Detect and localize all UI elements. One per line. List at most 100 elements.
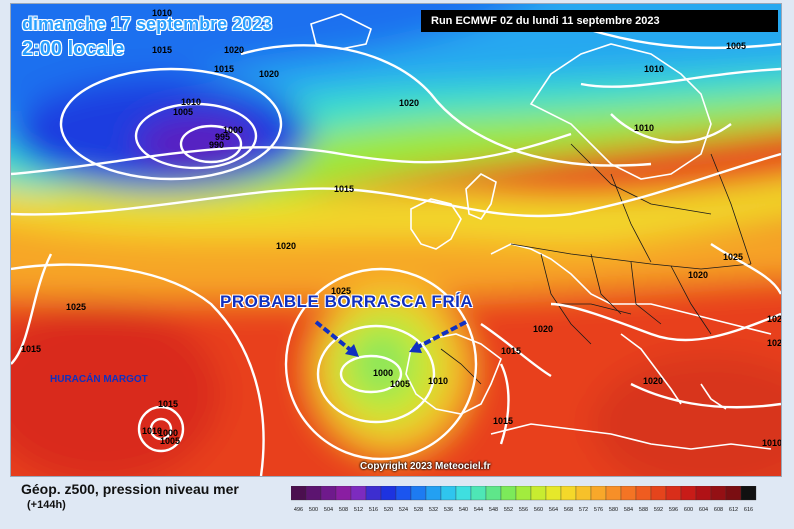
isobar-label: 1020 [688,270,708,280]
model-run-banner: Run ECMWF 0Z du lundi 11 septembre 2023 [421,10,778,32]
legend-swatch [650,486,667,501]
legend-value: 512 [354,507,363,513]
isobar-label: 1005 [726,41,746,51]
legend-swatch [425,486,442,501]
isobar-label: 1025 [331,286,351,296]
legend-swatch [515,486,532,501]
legend-value: 572 [579,507,588,513]
isobar-label: 1015 [158,399,178,409]
legend-value: 508 [339,507,348,513]
legend-swatch [605,486,622,501]
legend-swatch [710,486,727,501]
isobar-label: 1005 [390,379,410,389]
forecast-time: 2:00 locale [22,38,125,60]
legend-swatch [665,486,682,501]
isobar-label: 1015 [493,416,513,426]
isobars [11,22,781,476]
legend-swatch [485,486,502,501]
legend-value: 504 [324,507,333,513]
copyright-text: Copyright 2023 Meteociel.fr [360,461,491,472]
legend-value: 584 [624,507,633,513]
legend-value: 580 [609,507,618,513]
legend-value: 528 [414,507,423,513]
isobar-label: 1020 [276,241,296,251]
legend-swatch [380,486,397,501]
legend-swatch [740,486,757,501]
legend-swatch [320,486,337,501]
isobar-label: 1015 [21,344,41,354]
isobar-label: 1015 [334,184,354,194]
legend-value: 560 [534,507,543,513]
legend-swatch [590,486,607,501]
legend-value: 600 [684,507,693,513]
legend-value: 556 [519,507,528,513]
hurricane-label: HURACÁN MARGOT [50,374,148,385]
legend-value: 604 [699,507,708,513]
legend-swatch [350,486,367,501]
isobar-label: 1000 [223,125,243,135]
legend-value: 536 [444,507,453,513]
legend-swatch [440,486,457,501]
legend-swatch [410,486,427,501]
legend-value: 564 [549,507,558,513]
geopotential-field [11,4,781,476]
isobar-label: 1020 [767,338,781,348]
legend-value: 520 [384,507,393,513]
legend-swatch [305,486,322,501]
legend-swatch [575,486,592,501]
legend-swatch [395,486,412,501]
isobar-label: 1020 [399,98,419,108]
annotation-arrows [314,320,467,357]
legend-value: 576 [594,507,603,513]
color-scale-legend: 496 500 504 508 512 516 520 524 528 532 536 540 544 5… [291,486,757,513]
legend-swatch [545,486,562,501]
legend-swatch [365,486,382,501]
map-area: 1010 1015 1020 1015 1020 1010 1005 1000 995 990 10… [10,3,782,477]
legend-value: 524 [399,507,408,513]
isobar-label: 1010 [428,376,448,386]
isobar-label: 1020 [643,376,663,386]
isobar-label: 1015 [152,45,172,55]
legend-value: 592 [654,507,663,513]
isobar-label: 1010 [142,426,162,436]
isobar-label: 990 [209,140,224,150]
isobar-label: 1005 [173,107,193,117]
legend-value: 544 [474,507,483,513]
legend-value: 516 [369,507,378,513]
legend-swatch [725,486,742,501]
legend-swatch [680,486,697,501]
forecast-date: dimanche 17 septembre 2023 [22,14,273,34]
legend-value: 588 [639,507,648,513]
isobar-label: 1010 [634,123,654,133]
legend-value: 552 [504,507,513,513]
isobar-label: 1020 [259,69,279,79]
isobar-label: 1000 [373,368,393,378]
forecast-range: (+144h) [27,499,66,511]
legend-value: 540 [459,507,468,513]
isobar-label: 1005 [160,436,180,446]
legend-swatch [695,486,712,501]
isobar-label: 1025 [66,302,86,312]
legend-value: 608 [714,507,723,513]
legend-swatch [470,486,487,501]
isobar-label: 1010 [181,97,201,107]
legend-value: 616 [744,507,753,513]
legend-value: 500 [309,507,318,513]
cold-low-annotation: PROBABLE BORRASCA FRÍA [220,292,474,311]
legend-value: 596 [669,507,678,513]
legend-value: 612 [729,507,738,513]
isobar-label: 1020 [224,45,244,55]
legend-swatch [635,486,652,501]
legend-swatch [291,486,307,501]
isobar-label: 1010 [644,64,664,74]
legend-value: 496 [294,507,303,513]
coastlines [310,13,772,450]
legend-swatch [500,486,517,501]
map-parameter-title: Géop. z500, pression niveau mer [21,481,239,497]
isobar-label: 1015 [501,346,521,356]
legend-value: 548 [489,507,498,513]
legend-swatch [335,486,352,501]
